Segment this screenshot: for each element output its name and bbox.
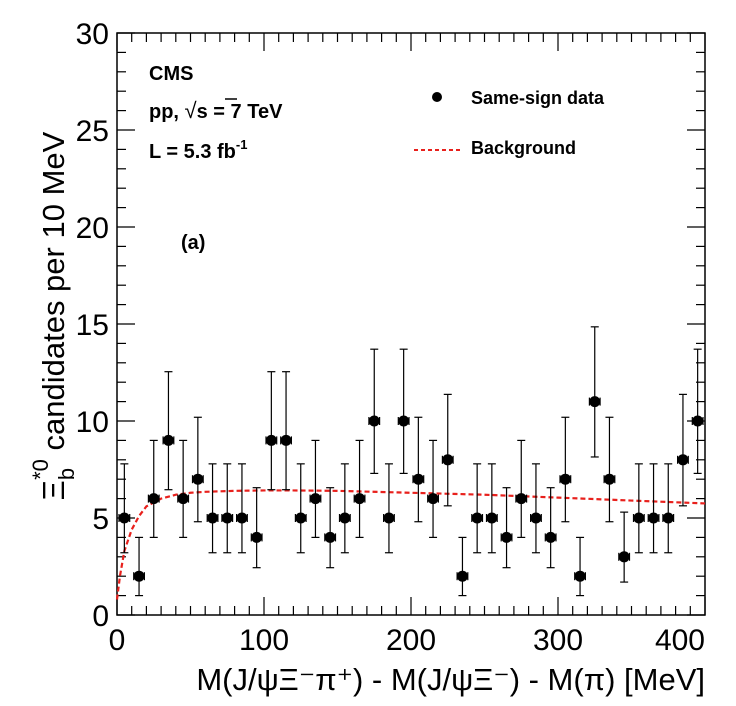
y-tick-label: 25	[76, 115, 109, 148]
x-tick-label: 100	[239, 624, 289, 657]
data-point	[133, 570, 145, 582]
data-point	[339, 512, 351, 524]
panel-label: (a)	[181, 232, 205, 254]
data-point	[559, 473, 571, 485]
data-point	[324, 531, 336, 543]
collision-energy: s = 7 TeV	[197, 101, 283, 123]
data-point	[471, 512, 483, 524]
data-point	[530, 512, 542, 524]
x-tick-label: 0	[109, 624, 126, 657]
data-point	[648, 512, 660, 524]
lumi-sup: -1	[236, 137, 248, 152]
y-axis-title-rest: candidates per 10 MeV	[36, 131, 71, 459]
plot-area: 0 100 200 300 400 0 5 10 15 20 25 30	[76, 18, 706, 657]
data-point	[412, 473, 424, 485]
data-point	[192, 473, 204, 485]
legend-marker-data	[432, 92, 442, 102]
y-axis-title-xi: Ξ	[36, 480, 71, 500]
data-point	[207, 512, 219, 524]
x-tick-label: 300	[533, 624, 583, 657]
data-point	[501, 531, 513, 543]
y-tick-label: 10	[76, 406, 109, 439]
data-point	[486, 512, 498, 524]
data-point	[618, 551, 630, 563]
data-point	[633, 512, 645, 524]
collision-label: pp, √s = 7 TeV	[149, 98, 283, 123]
data-point	[162, 434, 174, 446]
luminosity-label: L = 5.3 fb-1	[149, 137, 247, 163]
data-point	[398, 415, 410, 427]
data-point	[427, 493, 439, 505]
y-axis-title-sub: b	[54, 468, 79, 480]
y-tick-label: 15	[76, 309, 109, 342]
legend-label-data: Same-sign data	[471, 88, 605, 108]
y-axis-title: Ξb*0 candidates per 10 MeV	[28, 131, 79, 500]
data-point	[221, 512, 233, 524]
data-point	[368, 415, 380, 427]
data-point	[383, 512, 395, 524]
data-point	[295, 512, 307, 524]
data-point	[515, 493, 527, 505]
data-point	[677, 454, 689, 466]
data-point	[603, 473, 615, 485]
data-point	[545, 531, 557, 543]
x-axis-title: M(J/ψΞ⁻π⁺) - M(J/ψΞ⁻) - M(π) [MeV]	[196, 662, 705, 697]
lumi-text: L = 5.3 fb	[149, 141, 236, 163]
data-point	[692, 415, 704, 427]
data-point	[309, 493, 321, 505]
y-axis-title-sup: *0	[28, 459, 53, 480]
y-tick-label: 20	[76, 212, 109, 245]
x-tick-label: 200	[386, 624, 436, 657]
data-point	[574, 570, 586, 582]
experiment-label: CMS	[149, 63, 193, 85]
data-point	[662, 512, 674, 524]
y-tick-label: 30	[76, 18, 109, 51]
data-point	[118, 512, 130, 524]
collision-prefix: pp,	[149, 101, 185, 123]
background-curve	[115, 489, 706, 600]
data-point	[236, 512, 248, 524]
data-point	[265, 434, 277, 446]
y-tick-label: 0	[92, 600, 109, 633]
data-point	[177, 493, 189, 505]
legend-label-background: Background	[471, 138, 576, 158]
data-point	[589, 396, 601, 408]
data-point	[251, 531, 263, 543]
data-point	[456, 570, 468, 582]
sqrt-symbol: √	[185, 98, 198, 123]
x-tick-label: 400	[655, 624, 705, 657]
data-point	[442, 454, 454, 466]
data-point	[280, 434, 292, 446]
data-point	[354, 493, 366, 505]
y-tick-label: 5	[92, 503, 109, 536]
data-point	[148, 493, 160, 505]
